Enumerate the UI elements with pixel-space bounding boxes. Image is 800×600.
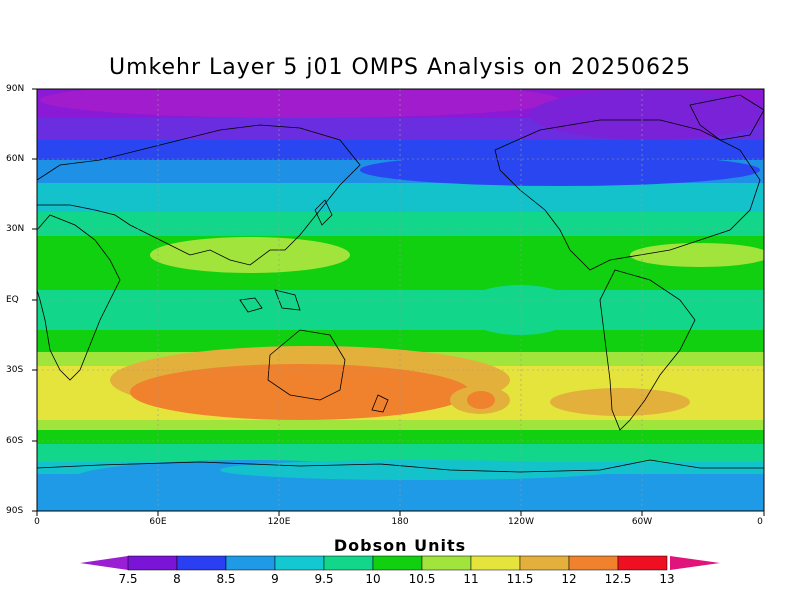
lon-label-0-east: 0 xyxy=(757,517,763,527)
colorbar-tick-label: 11.5 xyxy=(506,572,534,586)
colorbar-tick-label: 9.5 xyxy=(314,572,334,586)
colorbar-swatch xyxy=(568,555,619,571)
colorbar-tick-label: 12.5 xyxy=(604,572,632,586)
lat-label-eq: EQ xyxy=(6,295,19,305)
colorbar-tick-label: 10 xyxy=(365,572,381,586)
coastlines xyxy=(37,94,764,473)
colorbar-swatch xyxy=(176,555,227,571)
colorbar-swatch xyxy=(617,555,668,571)
colorbar-tick-label: 10.5 xyxy=(408,572,436,586)
lon-label-60w: 60W xyxy=(631,517,653,527)
colorbar-tick-label: 13 xyxy=(659,572,675,586)
map-title: Umkehr Layer 5 j01 OMPS Analysis on 2025… xyxy=(109,55,691,80)
colorbar-tick-label: 11 xyxy=(463,572,479,586)
lat-label-90s: 90S xyxy=(6,506,24,516)
colorbar-swatch xyxy=(127,555,178,571)
colorbar xyxy=(80,555,720,571)
lon-label-0-west: 0 xyxy=(34,517,40,527)
colorbar-swatch xyxy=(225,555,276,571)
axis-ticks xyxy=(32,88,765,516)
colorbar-tick-label: 12 xyxy=(561,572,577,586)
lat-label-30n: 30N xyxy=(6,224,25,234)
colorbar-tick-label: 7.5 xyxy=(118,572,138,586)
colorbar-swatch xyxy=(470,555,521,571)
ozone-field xyxy=(37,89,764,511)
colorbar-tick-label: 8.5 xyxy=(216,572,236,586)
colorbar-title: Dobson Units xyxy=(333,536,467,555)
colorbar-swatch xyxy=(372,555,423,571)
lon-label-120e: 120E xyxy=(267,517,291,527)
colorbar-tick-label: 8 xyxy=(173,572,181,586)
colorbar-swatch xyxy=(323,555,374,571)
colorbar-swatch xyxy=(274,555,325,571)
colorbar-tick-label: 9 xyxy=(271,572,279,586)
colorbar-swatch xyxy=(421,555,472,571)
colorbar-low-arrow xyxy=(80,556,128,570)
lat-label-90n: 90N xyxy=(6,84,25,94)
lat-label-30s: 30S xyxy=(6,365,24,375)
lon-label-120w: 120W xyxy=(507,517,535,527)
colorbar-high-arrow xyxy=(670,556,720,570)
lat-label-60n: 60N xyxy=(6,154,25,164)
lon-label-180: 180 xyxy=(391,517,409,527)
colorbar-swatch xyxy=(519,555,570,571)
grid-lines xyxy=(37,89,764,511)
lat-label-60s: 60S xyxy=(6,436,24,446)
lon-label-60e: 60E xyxy=(149,517,167,527)
